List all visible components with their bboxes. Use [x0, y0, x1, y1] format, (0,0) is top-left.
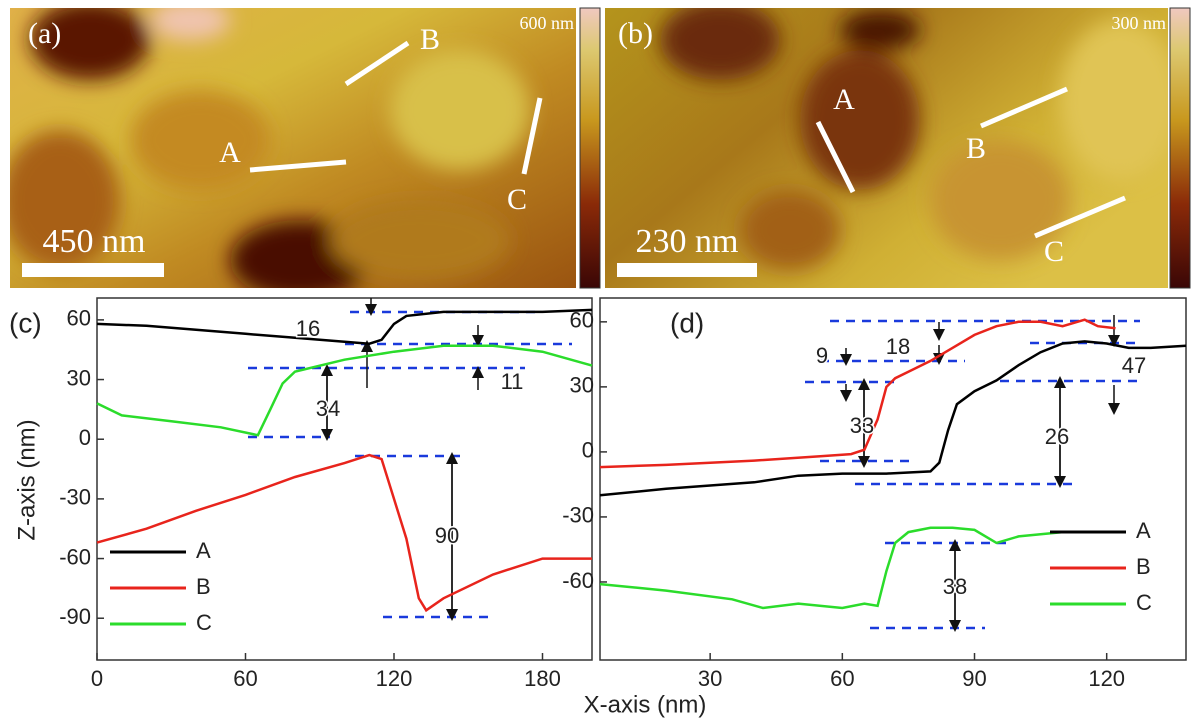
y-tick-label: -60 [562, 568, 594, 593]
annotation: 47 [1122, 353, 1146, 378]
legend-label: C [196, 610, 212, 635]
legend-label: B [196, 574, 211, 599]
colorbar-label: 300 nm [1111, 13, 1166, 33]
x-tick-label: 90 [962, 666, 986, 691]
x-axis-label: X-axis (nm) [584, 691, 707, 718]
y-tick-label: 60 [67, 306, 91, 331]
colorbar [1169, 7, 1191, 289]
panel-label: (c) [9, 307, 42, 338]
line-label: B [966, 132, 986, 165]
y-tick-label: -60 [59, 544, 91, 569]
y-tick-label: 0 [582, 438, 594, 463]
x-tick-label: 60 [233, 666, 257, 691]
annotation: 9 [816, 343, 828, 368]
afm-image [605, 8, 1168, 288]
data-line [599, 318, 1116, 469]
annotation: 33 [850, 413, 874, 438]
data-line [96, 453, 592, 613]
line-label: C [1044, 235, 1064, 268]
annotation: 16 [296, 316, 320, 341]
colorbar-label: 600 nm [519, 13, 574, 33]
line-label: B [420, 23, 440, 56]
scale-bar [22, 263, 164, 277]
x-tick-label: 120 [376, 666, 413, 691]
annotation: 18 [886, 334, 910, 359]
legend-label: C [1136, 590, 1152, 615]
scale-bar-label: 230 nm [636, 223, 739, 260]
x-tick-label: 180 [524, 666, 561, 691]
annotation: 90 [435, 523, 459, 548]
x-tick-label: 0 [91, 666, 103, 691]
afm-image [10, 8, 576, 288]
scale-bar-label: 450 nm [43, 223, 146, 260]
profile-lines [249, 40, 1126, 239]
panel-label: (b) [618, 17, 653, 50]
y-tick-label: 0 [79, 425, 91, 450]
y-tick-label: 30 [67, 365, 91, 390]
line-label: A [219, 136, 241, 169]
y-tick-label: -30 [562, 503, 594, 528]
x-tick-label: 60 [830, 666, 854, 691]
data-line [599, 340, 1187, 497]
y-tick-label: 60 [570, 308, 594, 333]
legend-label: B [1136, 554, 1151, 579]
x-tick-label: 120 [1088, 666, 1125, 691]
scale-bar [617, 263, 757, 277]
y-tick-label: -30 [59, 485, 91, 510]
y-tick-label: -90 [59, 604, 91, 629]
panel-label: (a) [28, 17, 61, 50]
annotation: 26 [1045, 424, 1069, 449]
line-label: C [507, 183, 527, 216]
annotation: 11 [501, 369, 524, 394]
annotation: 34 [316, 396, 340, 421]
data-line [96, 308, 593, 345]
legend-label: A [1136, 518, 1151, 543]
x-tick-label: 30 [698, 666, 722, 691]
colorbar [579, 7, 601, 289]
panel-label: (d) [670, 307, 704, 338]
y-tick-label: 30 [570, 373, 594, 398]
plot-frame [96, 297, 593, 661]
data-line [96, 344, 593, 437]
legend-label: A [196, 538, 211, 563]
plot-frame [599, 297, 1187, 661]
line-label: A [833, 83, 855, 116]
data-line [599, 526, 1072, 610]
annotation: 38 [943, 574, 967, 599]
y-axis-label: Z-axis (nm) [13, 419, 40, 540]
